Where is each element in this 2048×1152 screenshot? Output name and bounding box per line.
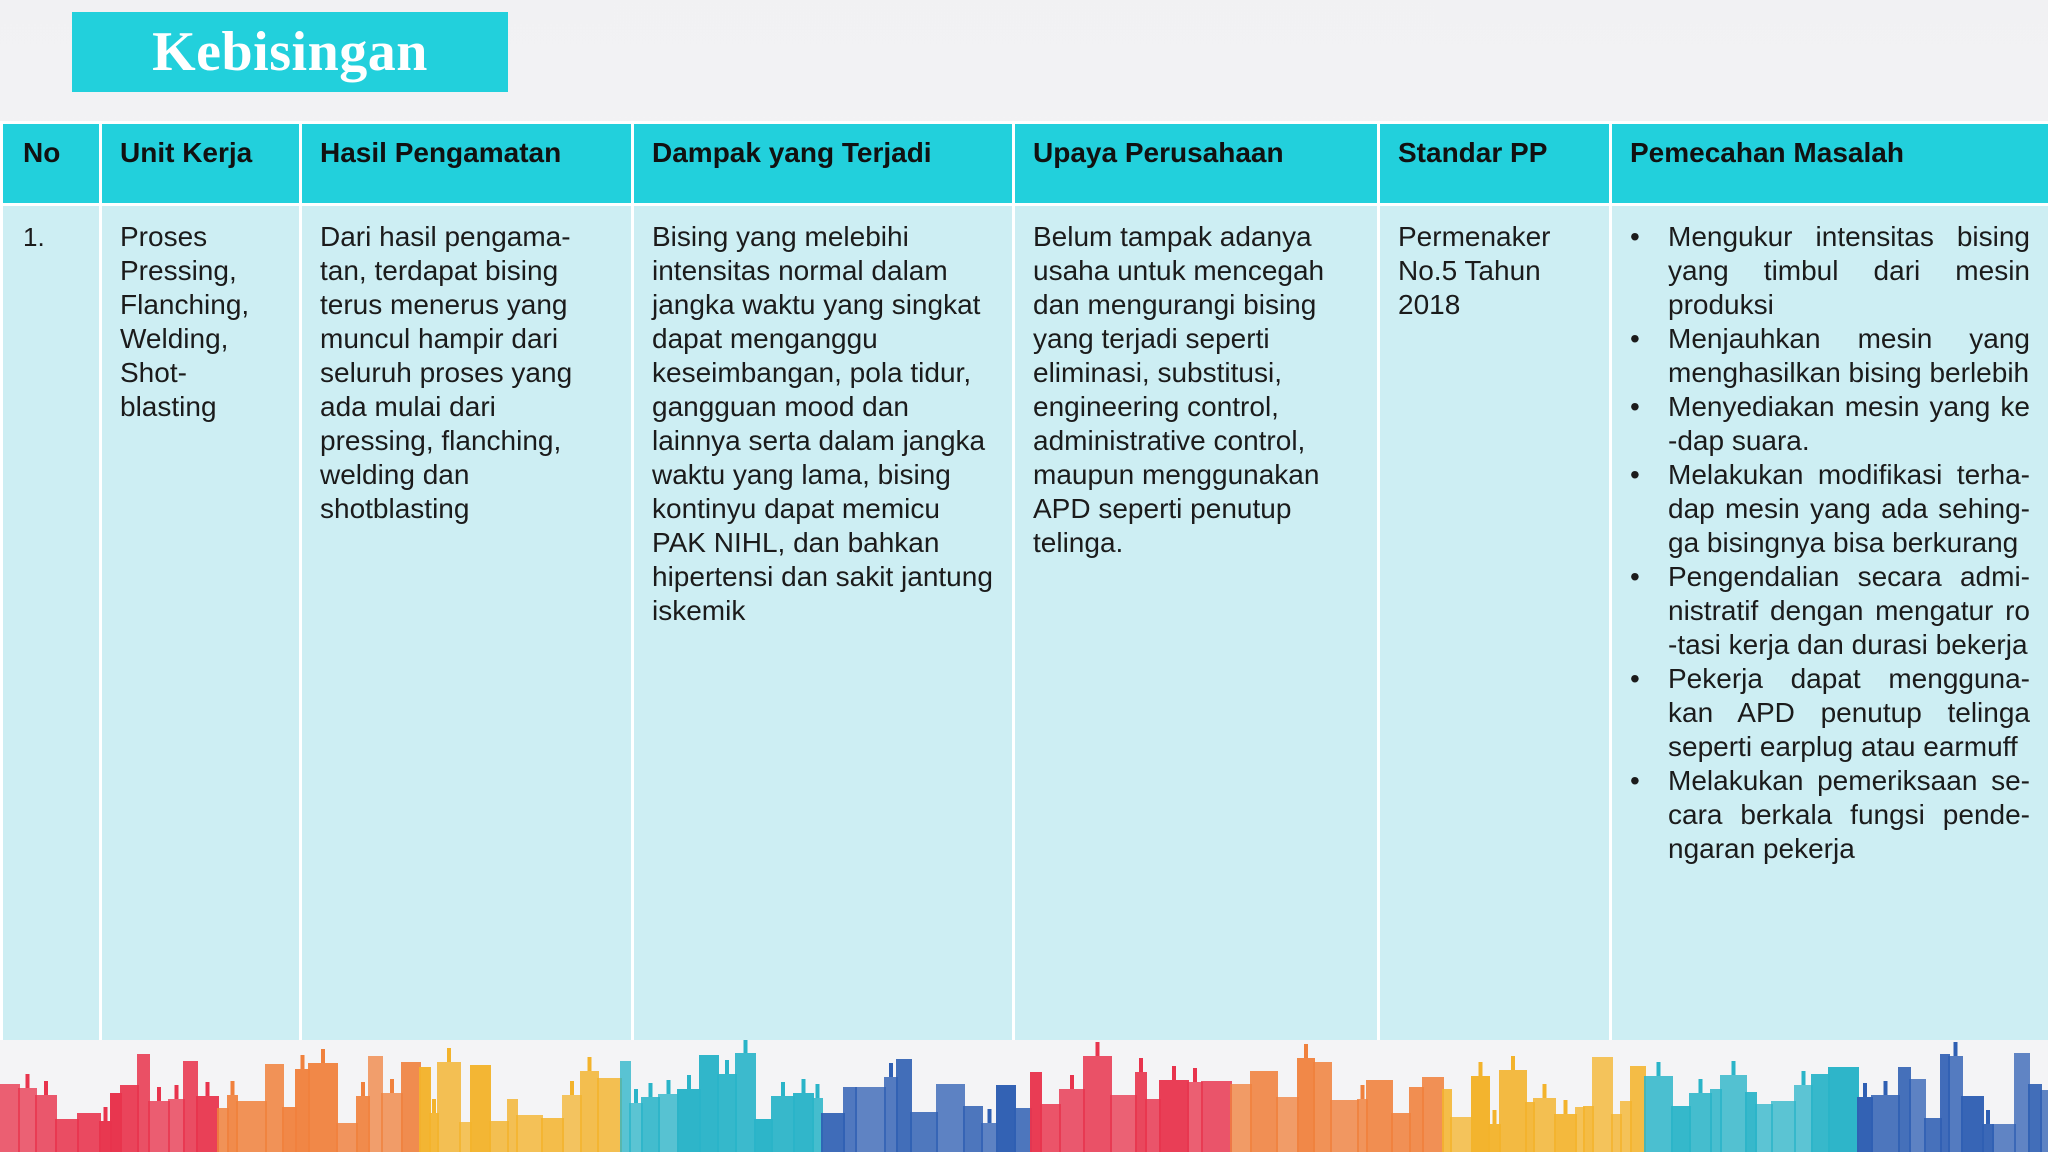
list-item: Menyediakan mesin yang ke -dap suara. — [1630, 390, 2030, 458]
cell-dampak: Bising yang melebihi intensitas normal d… — [631, 203, 1015, 1043]
title-banner: Kebisingan — [72, 12, 508, 92]
list-item: Pengendalian secara admi-nistratif denga… — [1630, 560, 2030, 662]
header-no: No — [0, 121, 102, 206]
list-item: Melakukan pemeriksaan se-cara berkala fu… — [1630, 764, 2030, 866]
header-dampak: Dampak yang Terjadi — [631, 121, 1015, 206]
cell-unit-kerja: Proses Pressing, Flanching, Welding, Sho… — [99, 203, 302, 1043]
list-item: Mengukur intensitas bising yang timbul d… — [1630, 220, 2030, 322]
cell-pemecahan: Mengukur intensitas bising yang timbul d… — [1609, 203, 2048, 1043]
table-row: 1. Proses Pressing, Flanching, Welding, … — [0, 203, 2048, 1043]
list-item: Menjauhkan mesin yang menghasilkan bisin… — [1630, 322, 2030, 390]
solution-list: Mengukur intensitas bising yang timbul d… — [1630, 220, 2030, 866]
table-header-row: No Unit Kerja Hasil Pengamatan Dampak ya… — [0, 121, 2048, 206]
header-pemecahan: Pemecahan Masalah — [1609, 121, 2048, 206]
cell-no: 1. — [0, 203, 102, 1043]
cell-hasil-pengamatan: Dari hasil pengama-tan, terdapat bising … — [299, 203, 634, 1043]
list-item: Melakukan modifikasi terha-dap mesin yan… — [1630, 458, 2030, 560]
header-unit-kerja: Unit Kerja — [99, 121, 302, 206]
header-standar: Standar PP — [1377, 121, 1612, 206]
cell-upaya: Belum tampak adanya usaha untuk mencegah… — [1012, 203, 1380, 1043]
noise-table: No Unit Kerja Hasil Pengamatan Dampak ya… — [0, 121, 2048, 1043]
list-item: Pekerja dapat mengguna-kan APD penutup t… — [1630, 662, 2030, 764]
header-hasil-pengamatan: Hasil Pengamatan — [299, 121, 634, 206]
cell-standar: Permenaker No.5 Tahun 2018 — [1377, 203, 1612, 1043]
city-skyline-decoration — [0, 1040, 2048, 1152]
page-title: Kebisingan — [152, 21, 428, 83]
header-upaya: Upaya Perusahaan — [1012, 121, 1380, 206]
